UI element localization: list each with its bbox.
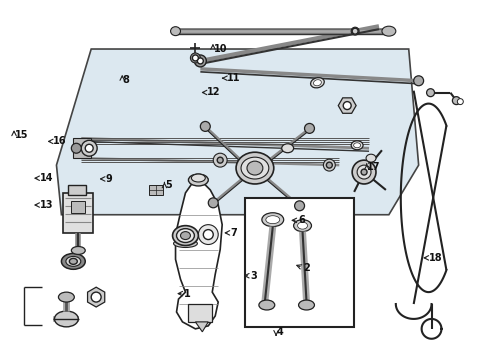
Bar — [244, 198, 353, 327]
Ellipse shape — [81, 140, 97, 156]
Ellipse shape — [265, 216, 279, 224]
Ellipse shape — [293, 220, 311, 231]
Polygon shape — [87, 287, 104, 307]
Text: 12: 12 — [207, 87, 220, 98]
Ellipse shape — [426, 89, 434, 96]
Ellipse shape — [69, 258, 77, 264]
Text: 2: 2 — [303, 262, 309, 273]
Ellipse shape — [197, 58, 203, 64]
Ellipse shape — [200, 121, 210, 131]
Ellipse shape — [208, 198, 218, 208]
Ellipse shape — [456, 99, 462, 105]
Ellipse shape — [356, 165, 370, 179]
Polygon shape — [148, 185, 163, 195]
Ellipse shape — [170, 27, 180, 36]
Ellipse shape — [236, 152, 273, 184]
Ellipse shape — [213, 153, 226, 167]
Ellipse shape — [190, 53, 200, 63]
Ellipse shape — [71, 143, 81, 153]
Text: 11: 11 — [226, 73, 240, 83]
Ellipse shape — [304, 123, 314, 133]
Text: 1: 1 — [184, 289, 191, 298]
Ellipse shape — [61, 253, 85, 269]
Bar — [63, 193, 93, 233]
Ellipse shape — [413, 76, 423, 86]
Ellipse shape — [310, 78, 324, 88]
Ellipse shape — [353, 143, 360, 148]
Ellipse shape — [381, 26, 395, 36]
Text: 10: 10 — [213, 44, 226, 54]
Polygon shape — [338, 98, 355, 113]
Ellipse shape — [194, 55, 206, 67]
Ellipse shape — [313, 80, 321, 86]
Polygon shape — [195, 322, 208, 332]
Bar — [71, 201, 85, 213]
Polygon shape — [73, 138, 91, 158]
Ellipse shape — [180, 231, 190, 239]
Ellipse shape — [176, 229, 194, 243]
Ellipse shape — [203, 230, 213, 239]
Ellipse shape — [360, 169, 366, 175]
Ellipse shape — [172, 226, 198, 246]
Ellipse shape — [351, 160, 375, 184]
Text: 9: 9 — [105, 174, 112, 184]
Polygon shape — [56, 49, 418, 215]
Text: 3: 3 — [250, 271, 257, 281]
Ellipse shape — [173, 239, 197, 247]
Ellipse shape — [281, 144, 293, 153]
Ellipse shape — [246, 161, 263, 175]
Ellipse shape — [323, 159, 335, 171]
Text: 8: 8 — [122, 75, 129, 85]
Ellipse shape — [451, 96, 459, 105]
Text: 17: 17 — [366, 162, 380, 172]
Ellipse shape — [198, 225, 218, 244]
Ellipse shape — [66, 256, 81, 266]
Ellipse shape — [351, 28, 357, 34]
Ellipse shape — [91, 292, 101, 302]
Text: 6: 6 — [298, 215, 305, 225]
Ellipse shape — [85, 144, 93, 152]
Text: 16: 16 — [53, 136, 67, 147]
Ellipse shape — [366, 154, 375, 162]
Text: 14: 14 — [40, 173, 54, 183]
Ellipse shape — [343, 102, 350, 109]
Text: 15: 15 — [15, 130, 28, 140]
Polygon shape — [175, 180, 222, 329]
Ellipse shape — [297, 222, 307, 229]
Ellipse shape — [294, 201, 304, 211]
Ellipse shape — [217, 157, 223, 163]
Ellipse shape — [258, 300, 274, 310]
Bar — [68, 185, 86, 195]
Ellipse shape — [298, 300, 314, 310]
Ellipse shape — [191, 174, 205, 182]
Text: 18: 18 — [428, 253, 442, 263]
Ellipse shape — [188, 174, 208, 186]
Ellipse shape — [71, 247, 85, 255]
Bar — [188, 304, 212, 322]
Text: 5: 5 — [164, 180, 171, 190]
Text: 4: 4 — [276, 327, 283, 337]
Ellipse shape — [350, 141, 362, 150]
Ellipse shape — [59, 292, 74, 302]
Ellipse shape — [262, 213, 283, 227]
Ellipse shape — [350, 27, 358, 35]
Text: 7: 7 — [230, 228, 237, 238]
Text: 13: 13 — [40, 200, 54, 210]
Ellipse shape — [325, 162, 332, 168]
Ellipse shape — [192, 55, 198, 61]
Ellipse shape — [54, 311, 78, 327]
Ellipse shape — [241, 157, 268, 179]
